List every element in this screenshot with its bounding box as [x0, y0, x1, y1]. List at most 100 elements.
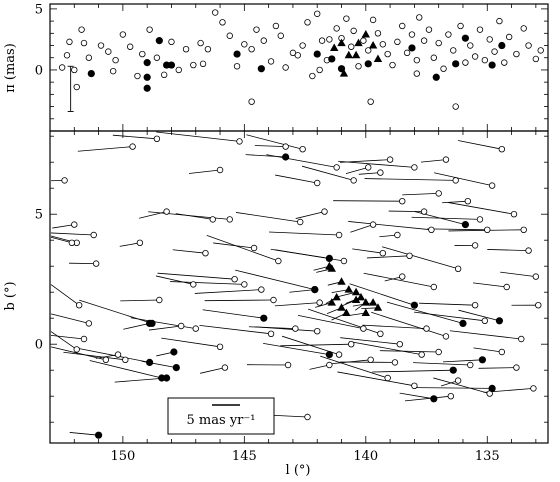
proper-motion-point-open-circle — [423, 325, 430, 332]
proper-motion-point-open-circle — [316, 299, 323, 306]
proper-motion-point-open-circle — [209, 216, 216, 223]
parallax-point-filled-triangle — [330, 43, 339, 51]
proper-motion-point-open-circle — [321, 208, 328, 215]
proper-motion-vector — [358, 172, 381, 175]
proper-motion-vector — [433, 377, 490, 394]
proper-motion-point-filled-triangle — [327, 298, 336, 306]
proper-motion-point-open-circle — [114, 351, 122, 358]
proper-motion-point-open-circle — [435, 348, 442, 356]
parallax-point-open-circle — [467, 42, 474, 49]
proper-motion-vector — [50, 346, 106, 361]
parallax-point-filled-triangle — [351, 50, 361, 59]
proper-motion-point-open-circle — [513, 364, 520, 371]
parallax-point-open-circle — [139, 50, 146, 58]
proper-motion-point-open-circle — [447, 393, 455, 400]
proper-motion-point-open-circle — [284, 361, 292, 369]
parallax-point-open-circle — [384, 50, 391, 58]
parallax-point-open-circle — [80, 39, 88, 47]
proper-motion-point-open-circle — [190, 281, 197, 288]
proper-motion-point-open-circle — [153, 135, 161, 142]
proper-motion-vector — [254, 145, 286, 147]
proper-motion-point-filled-circle — [148, 319, 156, 327]
proper-motion-vector — [213, 242, 255, 249]
proper-motion-vector — [458, 140, 502, 150]
parallax-point-filled-triangle — [373, 54, 383, 62]
proper-motion-point-open-circle — [399, 197, 406, 205]
proper-motion-point-open-circle — [236, 138, 243, 145]
proper-motion-point-open-circle — [340, 257, 348, 265]
parallax-point-open-circle — [73, 83, 80, 91]
proper-motion-point-open-circle — [216, 343, 224, 350]
proper-motion-vector — [449, 330, 522, 340]
proper-motion-point-filled-triangle — [368, 298, 378, 306]
parallax-point-open-circle — [204, 45, 212, 53]
proper-motion-vector — [379, 350, 439, 353]
parallax-point-open-circle — [343, 15, 350, 22]
proper-motion-point-open-circle — [177, 322, 185, 330]
proper-motion-vector — [63, 351, 126, 361]
proper-motion-vector — [399, 392, 434, 400]
scale-bar-box — [167, 397, 275, 435]
parallax-point-filled-circle — [167, 61, 176, 69]
parallax-point-filled-circle — [233, 50, 241, 58]
proper-motion-point-filled-circle — [488, 384, 496, 392]
proper-motion-vector — [204, 299, 274, 302]
proper-motion-point-open-circle — [379, 249, 387, 257]
parallax-point-filled-circle — [143, 73, 151, 81]
scale-bar-legend: 5 mas yr⁻¹ — [167, 397, 275, 435]
proper-motion-point-open-circle — [386, 156, 394, 163]
parallax-point-open-circle — [314, 10, 321, 17]
proper-motion-point-filled-circle — [311, 286, 319, 294]
parallax-point-filled-triangle — [339, 69, 349, 77]
proper-motion-point-open-circle — [314, 179, 321, 187]
proper-motion-y-axis-label: b (°) — [3, 281, 18, 310]
proper-motion-point-open-circle — [452, 177, 459, 184]
proper-motion-vector — [487, 249, 529, 251]
parallax-point-open-circle — [481, 56, 489, 64]
parallax-point-open-circle — [175, 66, 182, 74]
proper-motion-point-filled-circle — [282, 153, 290, 161]
proper-motion-vector — [308, 308, 381, 335]
proper-motion-point-open-circle — [292, 325, 299, 332]
proper-motion-vector — [364, 178, 456, 181]
parallax-point-open-circle — [413, 56, 421, 64]
proper-motion-point-open-circle — [365, 164, 372, 171]
proper-motion-point-open-circle — [396, 341, 404, 348]
proper-motion-point-open-circle — [394, 231, 401, 239]
parallax-point-open-circle — [85, 54, 93, 61]
parallax-point-open-circle — [233, 63, 241, 70]
parallax-point-open-circle — [408, 31, 416, 38]
x-tick-label: 135 — [475, 449, 500, 464]
proper-motion-vector — [52, 224, 75, 229]
proper-motion-point-open-circle — [85, 320, 93, 327]
proper-motion-point-open-circle — [226, 216, 233, 223]
proper-motion-vector — [200, 367, 225, 374]
parallax-point-open-circle — [219, 19, 226, 26]
parallax-point-filled-circle — [313, 50, 321, 58]
proper-motion-point-filled-circle — [325, 254, 333, 262]
proper-motion-point-open-circle — [532, 273, 540, 280]
proper-motion-point-open-circle — [418, 351, 425, 358]
proper-motion-point-open-circle — [231, 276, 238, 283]
parallax-point-open-circle — [272, 22, 280, 30]
proper-motion-point-open-circle — [420, 208, 428, 215]
proper-motion-vector — [69, 432, 99, 436]
parallax-point-open-circle — [476, 26, 484, 33]
proper-motion-point-open-circle — [241, 281, 248, 288]
proper-motion-vector — [245, 154, 286, 158]
proper-motion-vector — [235, 269, 315, 290]
proper-motion-vector — [442, 200, 468, 204]
proper-motion-vector — [206, 234, 279, 262]
proper-motion-point-filled-circle — [146, 358, 154, 366]
proper-motion-point-open-circle — [136, 239, 144, 246]
proper-motion-vector — [362, 324, 427, 329]
proper-motion-point-filled-triangle — [325, 261, 334, 270]
proper-motion-point-open-circle — [192, 325, 199, 332]
proper-motion-point-open-circle — [202, 249, 209, 257]
proper-motion-point-open-circle — [535, 302, 542, 309]
proper-motion-vector — [447, 202, 515, 215]
parallax-point-open-circle — [316, 66, 323, 74]
proper-motion-point-filled-circle — [172, 364, 180, 372]
parallax-point-open-circle — [190, 61, 197, 69]
proper-motion-point-open-circle — [122, 356, 129, 363]
